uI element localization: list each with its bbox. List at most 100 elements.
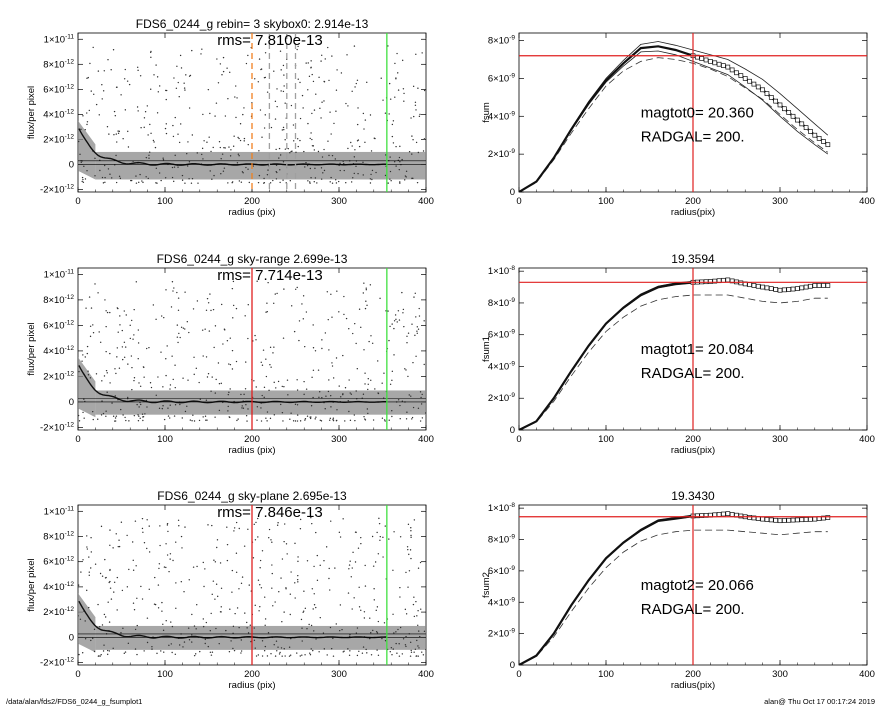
panel-5-pixel-dot <box>257 517 259 520</box>
panel-3-pixel-dot <box>294 420 297 422</box>
panel-1-pixel-dot <box>315 93 317 95</box>
panel-1-pixel-dot <box>160 179 162 182</box>
panel-5-pixel-dot <box>187 627 190 629</box>
panel-1-ytick-label: 2×10-12 <box>43 133 74 145</box>
panel-5-pixel-dot <box>417 624 419 626</box>
panel-5-pixel-dot <box>288 646 291 648</box>
panel-5-pixel-dot <box>313 604 316 606</box>
panel-1-pixel-dot <box>180 67 183 69</box>
panel-5-pixel-dot <box>369 617 371 619</box>
panel-3-pixel-dot <box>362 393 365 395</box>
panel-5-pixel-dot <box>241 576 244 578</box>
panel-1-pixel-dot <box>243 140 245 142</box>
panel-2-xtick-label: 300 <box>772 196 788 207</box>
panel-3-pixel-dot <box>198 419 201 422</box>
panel-1-pixel-dot <box>117 132 120 135</box>
panel-2-data-marker <box>808 129 813 134</box>
panel-5-pixel-dot <box>156 652 158 655</box>
panel-3-pixel-dot <box>365 300 367 302</box>
panel-3-pixel-dot <box>109 311 111 314</box>
panel-5-xtick-label: 0 <box>75 669 80 680</box>
panel-5-pixel-dot <box>275 640 278 642</box>
panel-1-pixel-dot <box>369 114 372 116</box>
panel-5-pixel-dot <box>348 568 350 570</box>
panel-3-pixel-dot <box>214 325 217 327</box>
panel-1-pixel-dot <box>357 107 359 109</box>
panel-2-data-marker <box>781 106 787 112</box>
panel-5-pixel-dot <box>303 590 305 592</box>
panel-5-pixel-dot <box>360 609 362 612</box>
panel-5-pixel-dot <box>86 546 88 548</box>
panel-3-xlabel: radius (pix) <box>229 445 276 456</box>
panel-1-pixel-dot <box>145 176 147 178</box>
panel-1-pixel-dot <box>313 109 316 111</box>
panel-3-pixel-dot <box>383 419 386 421</box>
panel-3-pixel-dot <box>136 403 138 406</box>
panel-1-pixel-dot <box>275 164 278 166</box>
panel-5-pixel-dot <box>82 559 84 561</box>
panel-1-pixel-dot <box>181 174 184 177</box>
panel-2-ytick-label: 8×10-9 <box>488 35 516 47</box>
panel-1-pixel-dot <box>283 85 285 87</box>
panel-5-pixel-dot <box>410 530 412 532</box>
panel-3-pixel-dot <box>192 414 194 416</box>
panel-1-pixel-dot <box>403 92 405 95</box>
panel-1-pixel-dot <box>174 154 176 157</box>
panel-3-pixel-dot <box>363 282 365 284</box>
panel-5-pixel-dot <box>183 641 186 643</box>
panel-3-pixel-dot <box>176 324 179 326</box>
panel-1-pixel-dot <box>153 141 155 143</box>
panel-5-pixel-dot <box>196 565 198 568</box>
panel-1-pixel-dot <box>149 151 151 153</box>
panel-5-pixel-dot <box>226 559 229 562</box>
panel-5-pixel-dot <box>384 525 386 527</box>
panel-5-pixel-dot <box>309 654 312 656</box>
panel-6-data-marker <box>703 513 709 518</box>
panel-5-pixel-dot <box>277 522 279 524</box>
panel-1-pixel-dot <box>275 148 277 151</box>
panel-1-pixel-dot <box>258 150 260 152</box>
panel-1-pixel-dot <box>327 140 329 142</box>
panel-1-pixel-dot <box>184 182 186 184</box>
panel-3-pixel-dot <box>231 368 234 370</box>
panel-5-pixel-dot <box>123 652 125 655</box>
panel-1-pixel-dot <box>201 153 203 156</box>
panel-1-pixel-dot <box>115 181 118 184</box>
panel-3-pixel-dot <box>261 364 264 366</box>
panel-5-pixel-dot <box>410 534 412 537</box>
panel-2-xtick-label: 0 <box>516 196 521 207</box>
panel-3-pixel-dot <box>182 327 185 329</box>
panel-1-pixel-dot <box>176 65 178 67</box>
panel-4-data-marker <box>773 287 779 292</box>
panel-1-pixel-dot <box>135 175 137 177</box>
panel-3-pixel-dot <box>82 411 84 414</box>
panel-1-pixel-dot <box>261 136 263 138</box>
panel-5-pixel-dot <box>413 596 415 598</box>
panel-3-pixel-dot <box>86 345 89 348</box>
panel-5-pixel-dot <box>413 651 415 653</box>
panel-3-pixel-dot <box>272 352 274 354</box>
panel-6-data-marker <box>777 518 783 524</box>
panel-5-xtick-label: 300 <box>331 669 347 680</box>
panel-3-pixel-dot <box>226 339 229 342</box>
panel-1-pixel-dot <box>153 74 155 76</box>
panel-5-pixel-dot <box>178 525 180 527</box>
panel-5-pixel-dot <box>231 569 234 572</box>
panel-3-pixel-dot <box>146 347 148 350</box>
panel-3-pixel-dot <box>130 355 133 357</box>
panel-1-pixel-dot <box>223 167 226 169</box>
panel-1-group: 0 100 200 300 400-2×10-1202×10-124×10-126×10… <box>26 17 434 218</box>
panel-1-pixel-dot <box>414 101 417 103</box>
panel-1-pixel-dot <box>171 176 174 179</box>
panel-3-pixel-dot <box>354 322 356 325</box>
panel-3-pixel-dot <box>177 341 179 344</box>
panel-1-pixel-dot <box>274 118 277 120</box>
panel-5-pixel-dot <box>166 524 169 526</box>
panel-3-pixel-dot <box>332 377 335 379</box>
panel-3-pixel-dot <box>367 388 369 391</box>
panel-6-data-marker <box>729 512 735 517</box>
panel-5-ytick-label: 0 <box>69 632 74 643</box>
panel-6-ytick-label: 1×10-8 <box>488 502 516 514</box>
panel-5-pixel-dot <box>128 568 130 571</box>
panel-1-pixel-dot <box>339 169 341 172</box>
